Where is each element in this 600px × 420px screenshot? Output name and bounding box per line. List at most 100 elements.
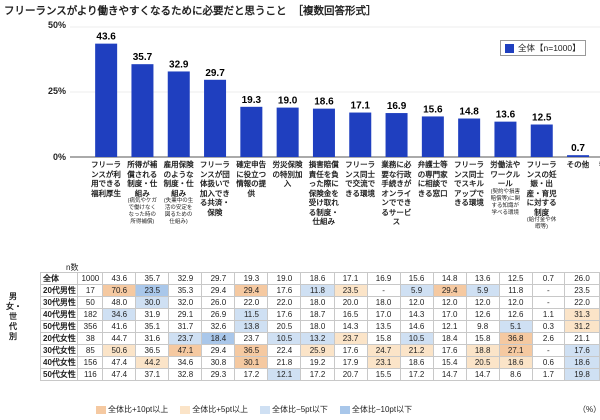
table-row: 50代男性 356 41.6 35.1 31.7 32.6 13.8 20.5 18.0 14.3… [39, 320, 600, 333]
table-cell: 44.7 [102, 332, 137, 345]
table-cell: 17.6 [267, 284, 302, 297]
table-cell: 23.5 [333, 284, 368, 297]
table-cell: 23.5 [564, 284, 600, 297]
footer-legend-item: 全体比−5pt以下 [260, 404, 328, 415]
category-label: 確定申告に役立つ情報の提供 [236, 160, 267, 198]
table-cell: 17.9 [333, 356, 368, 369]
category-note: (契約や損害賠償等)に関する知識が学べる環境 [490, 188, 520, 216]
n-cell: 182 [77, 308, 104, 321]
table-row: 50代女性 116 47.4 37.1 32.8 29.3 17.2 12.1 17.2 20.7… [39, 368, 600, 381]
bar [421, 116, 444, 157]
table-cell: 17.6 [432, 344, 467, 357]
table-cell: 26.9 [201, 308, 236, 321]
table-cell: 14.3 [399, 308, 434, 321]
footer-swatch [96, 405, 106, 414]
bar-value-label: 13.6 [496, 110, 516, 121]
n-cell: 85 [77, 344, 104, 357]
n-cell: 156 [77, 356, 104, 369]
table-row: 全体 1000 43.6 35.7 32.9 29.7 19.3 19.0 18.6 17.1 16… [39, 272, 600, 285]
footer-swatch [180, 405, 191, 414]
table-row: 40代男性 182 34.6 31.9 29.1 26.9 11.5 17.6 18.7 16.5… [39, 308, 600, 321]
table-cell: 12.1 [267, 368, 302, 381]
legend-swatch [505, 43, 514, 53]
bar [530, 124, 553, 157]
table-cell: 31.9 [135, 308, 170, 321]
table-cell: 15.6 [399, 272, 434, 285]
table-row: 40代女性 156 47.4 44.2 34.6 30.8 30.1 21.8 19.2 17.9… [39, 356, 600, 369]
side-label: 男女・世代別 [6, 292, 22, 341]
table-cell: 30.8 [201, 356, 236, 369]
bar [95, 43, 118, 157]
table-cell: 20.5 [267, 320, 302, 333]
table-cell: 35.7 [135, 272, 170, 285]
table-cell: 43.6 [102, 272, 137, 285]
table-cell: 18.6 [498, 356, 533, 369]
table-cell: 12.5 [498, 272, 533, 285]
unit-label: （%） [578, 405, 600, 414]
footer-label: 全体比+5pt以上 [192, 405, 249, 414]
table-cell: 47.4 [102, 368, 137, 381]
bar-value-label: 17.1 [351, 101, 371, 112]
table-cell: 20.5 [465, 356, 500, 369]
n-cell: 1000 [77, 272, 104, 285]
table-row: 20代男性 17 70.6 23.5 35.3 29.4 29.4 17.6 11.8 23.5-… [39, 284, 600, 297]
bar [276, 107, 299, 157]
table-cell: 15.4 [432, 356, 467, 369]
table-cell: 32.0 [168, 296, 203, 309]
table-cell: 20.0 [333, 296, 368, 309]
table-cell: 23.7 [333, 332, 368, 345]
table-cell: 18.0 [366, 296, 401, 309]
table-cell: 12.0 [399, 296, 434, 309]
table-cell: 18.4 [201, 332, 236, 345]
category-label: 労災保険の特別加入 [272, 160, 303, 188]
table-cell: 13.2 [300, 332, 335, 345]
category-label: フリーランスが団体扱いで加入できる共済・保険 [199, 160, 230, 217]
table-cell: 14.6 [399, 320, 434, 333]
category-label: フリーランス同士でスキルアップできる環境 [454, 160, 484, 207]
bar-value-label: 14.8 [459, 107, 479, 118]
table-cell: 29.1 [168, 308, 203, 321]
legend: 全体【n=1000】 [500, 40, 586, 56]
category-label: 雇用保険のような制度・仕組み (失業中の生活の安定を図るための仕組み) [163, 160, 194, 225]
table-cell: 47.4 [102, 356, 137, 369]
table-row: 30代女性 85 50.6 36.5 47.1 29.4 36.5 22.4 25.9 17.6 2… [39, 344, 600, 357]
table-cell: 31.6 [135, 332, 170, 345]
table-cell: 17.6 [564, 344, 600, 357]
table-cell: 14.7 [432, 368, 467, 381]
table-cell: 48.0 [102, 296, 137, 309]
bar-value-label: 16.9 [387, 101, 407, 112]
table-cell: 17.0 [432, 308, 467, 321]
table-cell: 34.6 [102, 308, 137, 321]
table-cell: 20.7 [333, 368, 368, 381]
table-cell: 0.3 [531, 320, 566, 333]
category-note: (失業中の生活の安定を図るための仕組み) [163, 198, 194, 225]
bar-value-label: 43.6 [96, 32, 116, 43]
table-cell: 12.0 [465, 296, 500, 309]
table-cell: 24.7 [366, 344, 401, 357]
bar [204, 79, 227, 157]
table-cell: 19.2 [300, 356, 335, 369]
row-label: 40代男性 [39, 308, 79, 321]
row-label: 30代女性 [39, 344, 79, 357]
table-cell: 17.6 [267, 308, 302, 321]
footer-swatch [260, 405, 271, 414]
bar-value-label: 32.9 [169, 59, 189, 70]
footer-label: 全体比+10pt以上 [108, 405, 169, 414]
table-cell: 17.6 [333, 344, 368, 357]
table-cell: 35.1 [135, 320, 170, 333]
table-cell: 16.9 [366, 272, 401, 285]
category-label: 業務に必要な行政手続きがオンラインでできるサービス [381, 160, 412, 226]
table-cell: 13.5 [366, 320, 401, 333]
row-label: 30代男性 [39, 296, 79, 309]
category-label: 所得が補償される制度・仕組み (病気やケガで働けなくなった時の所得補償) [127, 160, 158, 225]
category-label: フリーランスが利用できる福利厚生 [91, 160, 121, 198]
table-cell: 0.6 [531, 356, 566, 369]
table-cell: 1.1 [531, 308, 566, 321]
table-cell: 32.6 [201, 320, 236, 333]
category-label: フリーランスの妊娠・出産・育児に対する制度 (給付金や休暇等) [526, 160, 557, 230]
footer-legend-item: 全体比−10pt以下 [339, 404, 412, 415]
table-cell: 14.3 [333, 320, 368, 333]
table-cell: 14.8 [432, 272, 467, 285]
table-cell: 30.1 [234, 356, 269, 369]
table-cell: 11.5 [234, 308, 269, 321]
